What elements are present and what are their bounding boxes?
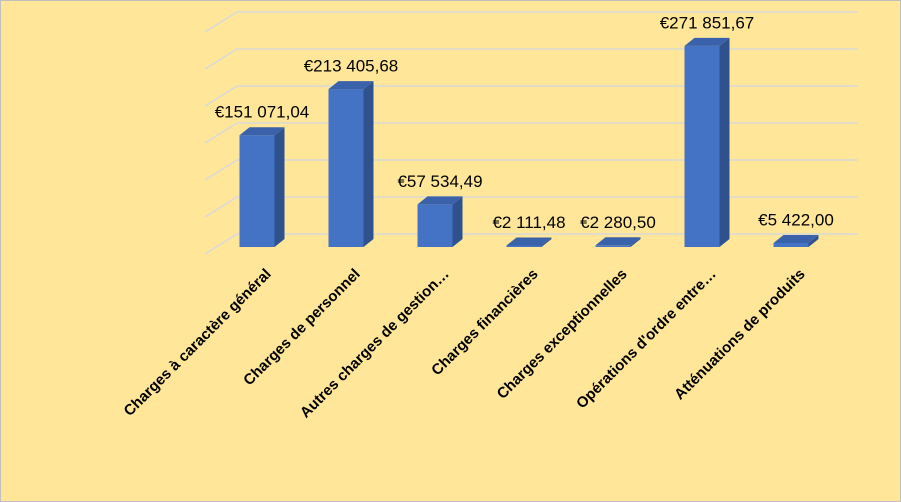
bar-top [239,127,285,136]
grid-line [204,196,858,218]
grid-line [204,85,858,107]
bar-top [417,196,463,205]
grid-line [204,11,858,33]
grid-line [204,122,858,144]
bar-side [274,127,285,247]
bar-side [363,81,374,247]
value-label: €151 071,04 [215,103,310,122]
bar-side [541,237,552,247]
bar-side [808,234,819,247]
bar-top [328,81,374,90]
bar-top [773,234,819,243]
value-label: €213 405,68 [304,57,399,76]
grid-line [204,159,858,181]
value-label: €57 534,49 [397,172,482,191]
value-label: €5 422,00 [758,210,834,229]
bar [773,242,809,247]
bar [506,245,542,247]
bar-top [595,237,641,246]
bar-top [684,37,730,46]
value-label: €271 851,67 [660,13,755,32]
bar-top [506,237,552,246]
bar-side [719,37,730,247]
value-label: €2 111,48 [492,213,565,232]
bar [239,135,275,247]
bar [328,89,364,247]
bar-side [630,237,641,247]
bar [595,245,631,247]
value-label: €2 280,50 [580,213,656,232]
grid-line [204,233,858,255]
bar-side [452,196,463,247]
bar [684,45,720,247]
grid-line [204,48,858,70]
bar [417,204,453,247]
